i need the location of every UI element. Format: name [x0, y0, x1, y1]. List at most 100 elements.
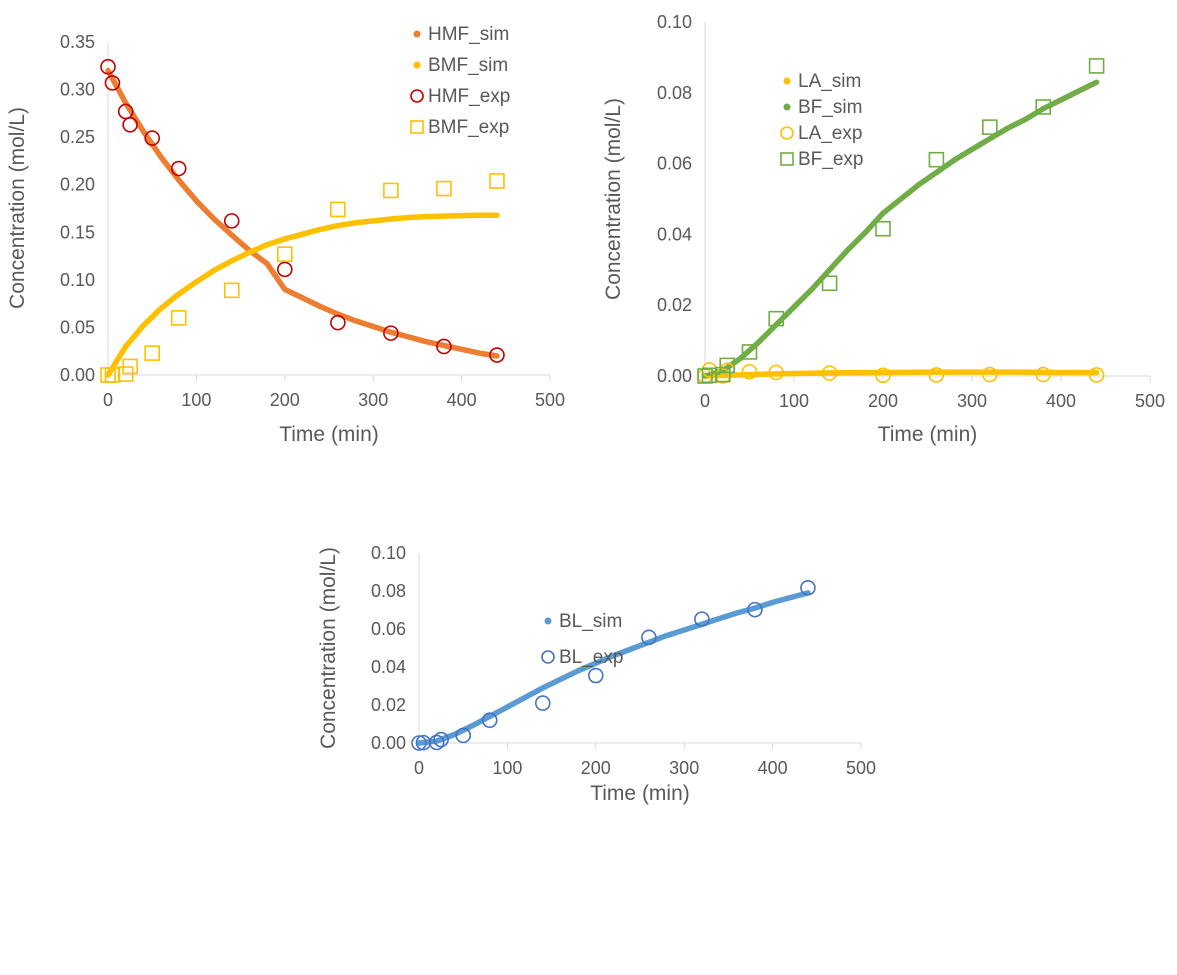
legend-marker — [783, 103, 791, 111]
series-bmf-exp — [100, 173, 505, 383]
x-tick-label: 100 — [181, 390, 211, 410]
y-axis-title: Concentration (mol/L) — [6, 107, 29, 309]
y-tick-label: 0.08 — [371, 581, 406, 601]
data-point — [875, 367, 891, 384]
data-point — [694, 611, 710, 627]
legend-marker — [780, 152, 794, 166]
data-point — [383, 325, 399, 341]
legend-marker — [413, 61, 421, 69]
y-tick-label: 0.00 — [371, 733, 406, 753]
y-tick-label: 0.00 — [657, 366, 692, 386]
data-point — [981, 119, 998, 135]
x-tick-label: 0 — [103, 390, 113, 410]
x-tick-label: 0 — [414, 758, 424, 778]
series-bl-sim — [416, 590, 811, 746]
data-point — [719, 357, 736, 374]
data-point — [436, 180, 452, 197]
x-tick-label: 200 — [270, 390, 300, 410]
x-tick-label: 100 — [492, 758, 522, 778]
series-la-sim — [702, 369, 1100, 379]
legend-label: LA_sim — [798, 71, 861, 92]
legend: LA_sim BF_sim LA_exp BF_exp — [780, 71, 863, 170]
data-point — [821, 365, 838, 381]
data-point — [768, 364, 785, 381]
legend-label: BF_exp — [798, 149, 863, 170]
x-tick-label: 500 — [1135, 391, 1165, 411]
series-bf-sim — [702, 79, 1100, 379]
legend-marker — [544, 617, 552, 625]
y-tick-label: 0.02 — [657, 295, 692, 315]
y-tick-label: 0.35 — [60, 32, 95, 52]
series-bf-exp — [697, 58, 1105, 384]
y-tick-label: 0.06 — [371, 619, 406, 639]
legend-marker — [413, 30, 421, 38]
series-line — [702, 369, 1100, 379]
data-point — [741, 363, 758, 380]
data-point — [1088, 58, 1105, 74]
x-tick-label: 0 — [700, 391, 710, 411]
legend-label: BF_sim — [798, 97, 862, 118]
data-point — [104, 75, 121, 91]
legend-label: BL_exp — [559, 647, 623, 668]
legend-marker — [410, 120, 424, 134]
y-tick-label: 0.20 — [60, 175, 95, 195]
legend-label: BMF_sim — [428, 55, 508, 76]
y-tick-label: 0.10 — [60, 270, 95, 290]
y-tick-label: 0.25 — [60, 127, 95, 147]
data-point — [455, 727, 472, 744]
legend-marker — [780, 126, 794, 140]
chart-panel-3: 0 100 200 300 400 500 0.00 0.02 0.04 0.06 0.08 0.10… — [317, 543, 876, 805]
y-tick-label: 0.05 — [60, 317, 95, 337]
x-tick-label: 300 — [669, 758, 699, 778]
y-tick-label: 0.08 — [657, 83, 692, 103]
x-tick-label: 300 — [358, 390, 388, 410]
y-tick-label: 0.30 — [60, 80, 95, 100]
chart-panel-1: 0 100 200 300 400 500 0.00 0.05 0.10 0.15 0.20 0.25… — [6, 24, 565, 446]
data-point — [276, 261, 293, 278]
data-point — [122, 358, 138, 375]
data-point — [170, 160, 187, 177]
data-point — [428, 734, 445, 751]
series-line — [105, 212, 500, 378]
data-point — [144, 130, 160, 146]
chart-panel-2: 0 100 200 300 400 500 0.00 0.02 0.04 0.06 0.08 0.10… — [602, 12, 1165, 446]
data-point — [489, 173, 505, 189]
legend-label: LA_exp — [798, 123, 862, 144]
data-point — [330, 201, 346, 218]
legend-label: BMF_exp — [428, 117, 509, 138]
legend: BL_sim BL_exp — [541, 611, 623, 668]
data-point — [144, 345, 160, 361]
y-tick-label: 0.04 — [657, 224, 692, 244]
data-point — [875, 220, 891, 237]
y-tick-label: 0.10 — [371, 543, 406, 563]
data-point — [928, 367, 945, 383]
series-hmf-sim — [105, 67, 500, 359]
x-tick-label: 100 — [779, 391, 809, 411]
data-point — [747, 601, 763, 618]
legend-marker — [410, 89, 424, 103]
data-point — [436, 338, 452, 355]
data-point — [981, 366, 998, 383]
data-point — [1035, 366, 1051, 383]
data-point — [928, 151, 945, 168]
data-point — [641, 629, 657, 646]
legend-label: HMF_exp — [428, 86, 510, 107]
data-point — [481, 712, 498, 729]
data-point — [800, 579, 816, 596]
data-point — [1088, 367, 1105, 383]
data-point — [411, 735, 427, 751]
y-tick-label: 0.06 — [657, 154, 692, 174]
x-tick-label: 500 — [846, 758, 876, 778]
x-tick-label: 300 — [957, 391, 987, 411]
x-tick-label: 400 — [758, 758, 788, 778]
data-point — [223, 213, 240, 229]
series-line — [105, 67, 500, 359]
data-point — [170, 310, 187, 326]
x-tick-label: 200 — [581, 758, 611, 778]
series-bl-exp — [411, 579, 816, 751]
y-axis-title: Concentration (mol/L) — [602, 98, 625, 300]
data-point — [100, 58, 116, 75]
data-point — [587, 667, 604, 684]
legend-marker — [783, 77, 791, 85]
